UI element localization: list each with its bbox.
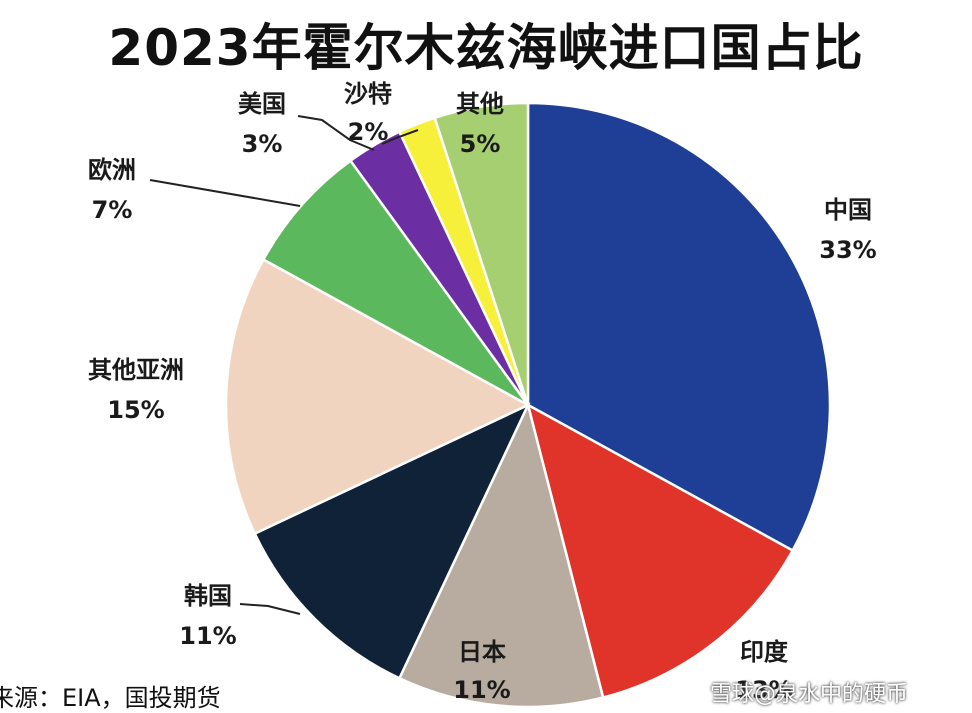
pie-slice-1 [526,101,832,553]
slice-name-label: 韩国 [184,582,232,610]
slice-percent-label: 5% [460,130,501,158]
slice-percent-label: 15% [107,396,164,424]
slice-percent-label: 13% [735,676,792,704]
source-note: 来源：EIA，国投期货 [0,684,221,712]
slice-name-label: 欧洲 [88,156,136,184]
pie-slice-9 [433,101,530,406]
leader-line [239,603,301,615]
leader-line [149,179,301,207]
slice-name-label: 日本 [458,638,506,666]
slice-percent-label: 11% [453,676,510,704]
slice-name-label: 其他亚洲 [88,356,184,384]
pie-slice-6 [261,158,530,407]
slice-name-label: 中国 [824,196,872,224]
pie-slice-4 [253,402,531,680]
watermark: 雪球@泉水中的硬币 [710,682,909,707]
leader-line [297,115,375,151]
slice-percent-label: 7% [92,196,133,224]
pie-slice-2 [526,402,795,700]
slice-name-label: 沙特 [344,80,392,108]
pie-slice-5 [224,257,531,536]
slice-percent-label: 2% [348,118,389,146]
slice-name-label: 其他 [456,90,504,118]
leader-line [381,129,419,145]
slice-percent-label: 11% [179,622,236,650]
pie-slice-3 [397,401,605,709]
slice-percent-label: 33% [819,236,876,264]
slice-name-label: 印度 [740,638,789,666]
chart-title: 2023年霍尔木兹海峡进口国占比 [108,19,864,77]
slice-name-label: 美国 [238,90,286,118]
slice-percent-label: 3% [242,130,283,158]
